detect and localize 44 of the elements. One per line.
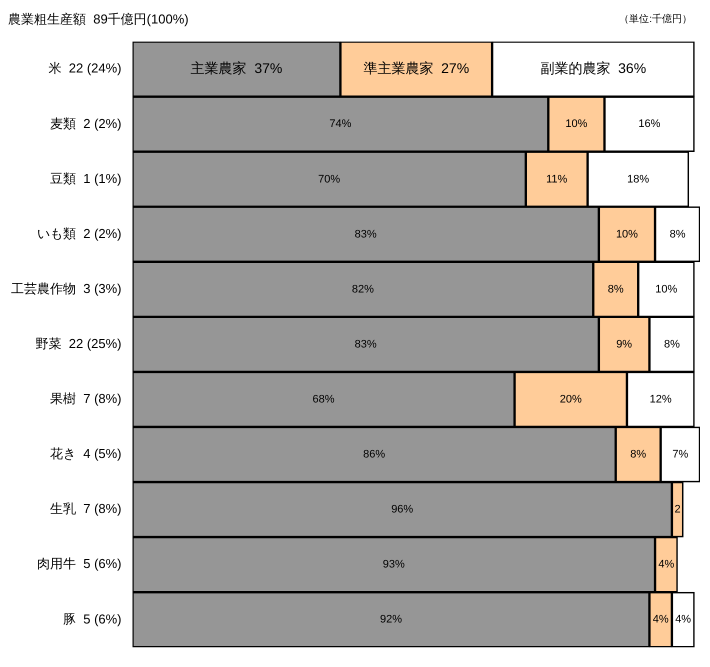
data-label: 82% bbox=[352, 283, 374, 296]
y-tick-label: 花き 4 (5%) bbox=[50, 446, 122, 462]
data-label: 8% bbox=[670, 228, 686, 240]
text: 主業農家 37% bbox=[190, 60, 282, 76]
data-label: 4% bbox=[658, 558, 674, 571]
data-label: 92% bbox=[380, 614, 402, 626]
data-label: 7% bbox=[672, 448, 688, 461]
y-tick-label: 工芸農作物 3 (3%) bbox=[10, 280, 122, 296]
y-tick-label: 豚 5 (6%) bbox=[62, 611, 122, 626]
data-label: 4% bbox=[652, 614, 669, 626]
data-label: 12% bbox=[650, 393, 672, 406]
y-tick-label: いも類 2 (2%) bbox=[36, 226, 122, 241]
data-label: 68% bbox=[312, 393, 335, 406]
data-label: 2 bbox=[674, 504, 681, 516]
data-label: 10% bbox=[565, 118, 588, 130]
data-label: 8% bbox=[664, 338, 680, 350]
data-label: 70% bbox=[318, 173, 340, 186]
y-tick-label: 麦類 2 (2%) bbox=[50, 116, 122, 131]
data-label: 83% bbox=[354, 228, 377, 240]
text: 準主業農家 27% bbox=[363, 60, 470, 76]
data-label: 11% bbox=[546, 173, 568, 186]
text: （単位:千億円） bbox=[619, 12, 692, 25]
data-label: 9% bbox=[616, 338, 632, 350]
data-label: 86% bbox=[363, 448, 386, 461]
data-label: 18% bbox=[627, 173, 650, 186]
text: 副業的農家 36% bbox=[540, 60, 646, 76]
y-tick-label: 生乳 7 (8%) bbox=[50, 501, 122, 516]
data-label: 8% bbox=[630, 448, 646, 461]
y-tick-label: 豆類 1 (1%) bbox=[50, 170, 122, 186]
data-label: 4% bbox=[675, 614, 692, 626]
data-label: 83% bbox=[354, 338, 377, 350]
data-label: 16% bbox=[638, 118, 661, 130]
data-label: 10% bbox=[616, 228, 638, 240]
y-tick-label: 米 22 (24%) bbox=[48, 60, 122, 76]
data-label: 74% bbox=[329, 118, 352, 130]
chart-title: 農業粗生産額 89千億円(100%) bbox=[8, 11, 189, 26]
data-label: 20% bbox=[560, 393, 582, 406]
y-tick-label: 肉用牛 5 (6%) bbox=[36, 556, 122, 572]
data-label: 93% bbox=[382, 558, 405, 571]
data-label: 96% bbox=[391, 504, 414, 516]
data-label: 10% bbox=[655, 283, 678, 296]
data-label: 8% bbox=[608, 283, 624, 296]
y-tick-label: 果樹 7 (8%) bbox=[50, 391, 122, 406]
y-tick-label: 野菜 22 (25%) bbox=[36, 336, 122, 351]
